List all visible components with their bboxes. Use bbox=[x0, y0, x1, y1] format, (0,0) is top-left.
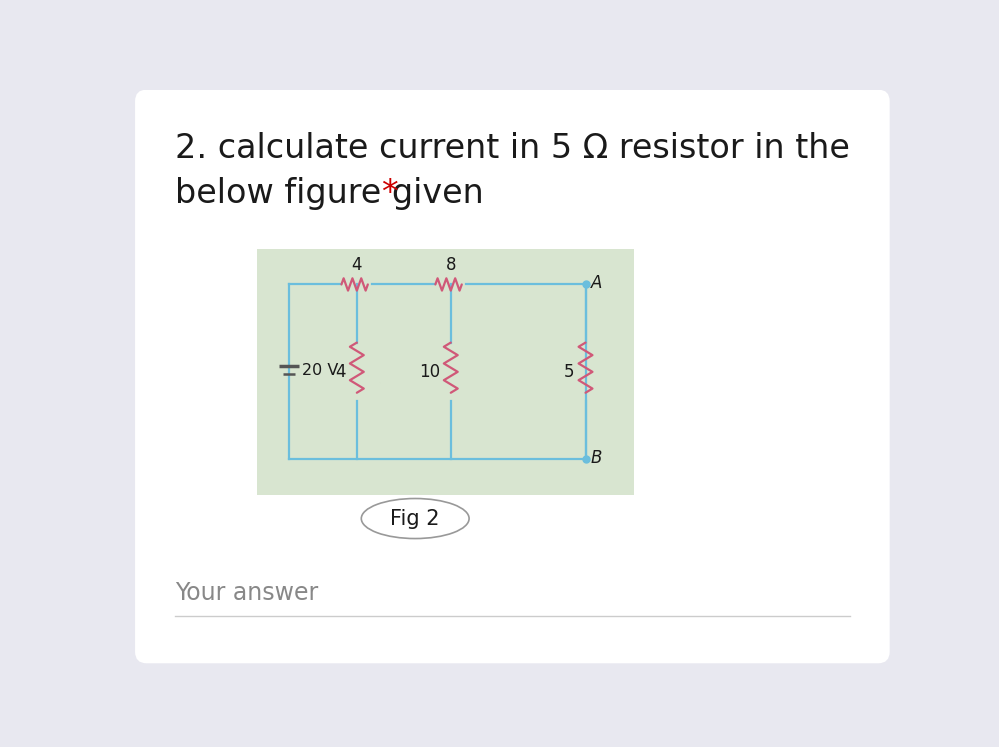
Text: B: B bbox=[591, 449, 602, 467]
Ellipse shape bbox=[362, 498, 470, 539]
Text: 5: 5 bbox=[564, 363, 574, 381]
FancyBboxPatch shape bbox=[257, 249, 634, 495]
Text: *: * bbox=[382, 176, 398, 210]
Text: A: A bbox=[591, 274, 602, 292]
Text: Your answer: Your answer bbox=[175, 581, 319, 605]
Text: 4: 4 bbox=[352, 255, 362, 273]
Text: 4: 4 bbox=[336, 363, 346, 381]
FancyBboxPatch shape bbox=[135, 90, 890, 663]
Text: Fig 2: Fig 2 bbox=[391, 509, 440, 529]
Text: 8: 8 bbox=[446, 255, 456, 273]
Text: 20 V: 20 V bbox=[302, 363, 339, 378]
Text: 2. calculate current in 5 Ω resistor in the: 2. calculate current in 5 Ω resistor in … bbox=[175, 132, 850, 165]
Text: 10: 10 bbox=[419, 363, 440, 381]
Text: below figure given: below figure given bbox=[175, 176, 495, 210]
